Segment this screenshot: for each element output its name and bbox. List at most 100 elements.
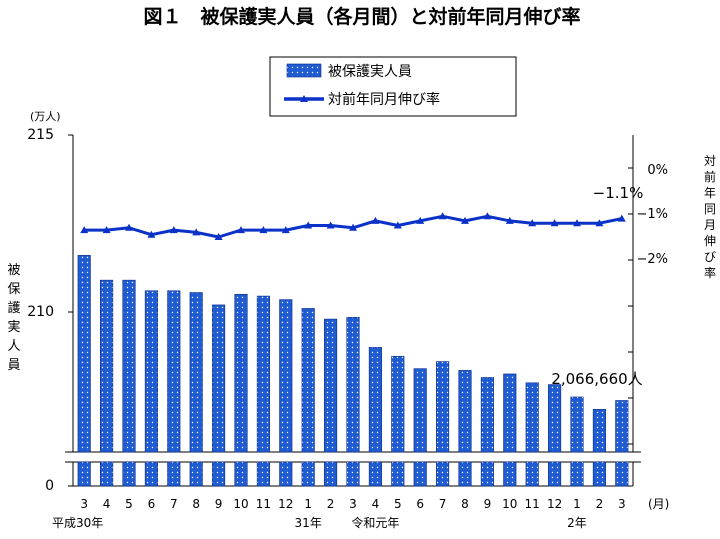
rate-point	[483, 212, 492, 220]
bar-base	[324, 461, 338, 487]
bar-base	[548, 461, 562, 487]
bar-base	[592, 461, 606, 487]
right-tick-0: 0%	[647, 163, 668, 178]
month-unit: (月)	[648, 497, 669, 511]
x-tick-labels: 3 4 5 6 7 8 9 10 11 12 1 2 3 4 5 6 7 8 9 10 11 12 1 2 3平成30年 31年令…	[52, 497, 626, 530]
x-tick-label: 8	[192, 497, 200, 511]
rate-point	[326, 221, 335, 229]
x-tick-label: 12	[547, 497, 562, 511]
year-label: 令和元年	[351, 515, 399, 530]
bar-base	[279, 461, 293, 487]
rate-point	[102, 226, 111, 234]
bar-base	[436, 461, 450, 487]
x-tick-label: 1	[304, 497, 312, 511]
rate-point	[80, 226, 89, 234]
x-tick-label: 10	[502, 497, 517, 511]
bar	[436, 361, 450, 453]
right-axis-title: 対前年同月伸び率	[704, 154, 716, 280]
legend-line-label: 対前年同月伸び率	[328, 91, 440, 108]
bar-base	[234, 461, 248, 487]
x-tick-label: 4	[103, 497, 111, 511]
rate-point	[304, 221, 313, 229]
bar-base	[570, 461, 584, 487]
rate-point	[461, 216, 469, 224]
left-tick-210: 210	[27, 304, 54, 320]
bars	[77, 255, 629, 487]
bar-base	[503, 461, 517, 487]
legend-bar-swatch	[286, 63, 322, 78]
bar	[234, 293, 248, 453]
rate-point	[393, 221, 402, 229]
bar-base	[301, 461, 315, 487]
bar-base	[525, 461, 539, 487]
rate-point	[349, 223, 357, 231]
bar-base	[77, 461, 91, 487]
rate-point	[237, 226, 245, 234]
annotation-last-value: 2,066,660人	[551, 370, 642, 388]
bar	[480, 377, 494, 453]
bar	[413, 368, 427, 453]
bar-base	[212, 461, 226, 487]
axis-break	[65, 452, 641, 462]
x-tick-label: 5	[394, 497, 402, 511]
bar	[189, 292, 203, 453]
chart-title: 図１ 被保護実人員（各月間）と対前年同月伸び率	[143, 5, 580, 28]
bar	[458, 370, 472, 453]
left-tick-215: 215	[27, 127, 54, 143]
bar	[324, 318, 338, 453]
x-tick-label: 7	[439, 497, 447, 511]
left-axis-unit: (万人)	[30, 110, 61, 123]
bar	[279, 299, 293, 453]
rate-point	[192, 228, 201, 236]
bar-base	[167, 461, 181, 487]
x-tick-label: 12	[278, 497, 293, 511]
x-tick-label: 11	[525, 497, 540, 511]
x-tick-label: 1	[573, 497, 581, 511]
bar-base	[100, 461, 114, 487]
x-tick-label: 8	[461, 497, 469, 511]
bar	[77, 255, 91, 453]
rate-point	[438, 212, 447, 220]
rate-point	[528, 219, 537, 227]
legend-bar-label: 被保護実人員	[328, 64, 412, 80]
x-tick-label: 9	[484, 497, 492, 511]
bar	[548, 384, 562, 453]
x-tick-label: 3	[80, 497, 88, 511]
rate-point	[416, 216, 425, 224]
rate-line	[80, 212, 626, 240]
rate-point	[573, 219, 581, 227]
bar-base	[480, 461, 494, 487]
bar	[525, 382, 539, 453]
x-tick-label: 3	[618, 497, 626, 511]
rate-point	[281, 226, 290, 234]
legend-line-marker	[300, 95, 308, 102]
rate-point	[214, 233, 223, 240]
year-label: 31年	[295, 516, 322, 530]
year-label: 平成30年	[52, 516, 103, 530]
x-tick-label: 10	[233, 497, 248, 511]
left-axis-title: 被保護実人員	[7, 263, 20, 373]
bar	[167, 290, 181, 453]
rate-point	[125, 223, 133, 231]
left-tick-0: 0	[45, 478, 54, 494]
bar	[122, 279, 136, 453]
x-tick-label: 11	[256, 497, 271, 511]
bar	[391, 355, 405, 453]
bar-base	[458, 461, 472, 487]
x-tick-label: 3	[349, 497, 357, 511]
bar-base	[615, 461, 629, 487]
bar-base	[189, 461, 203, 487]
bar	[301, 308, 315, 453]
rate-point	[259, 226, 268, 234]
rate-point	[169, 226, 178, 234]
bar	[256, 295, 270, 453]
bar-base	[413, 461, 427, 487]
rate-point	[371, 216, 380, 224]
x-tick-label: 5	[125, 497, 133, 511]
bar-base	[122, 461, 136, 487]
rate-point	[505, 216, 514, 224]
bar	[592, 409, 606, 453]
x-tick-label: 2	[327, 497, 335, 511]
bar-base	[256, 461, 270, 487]
